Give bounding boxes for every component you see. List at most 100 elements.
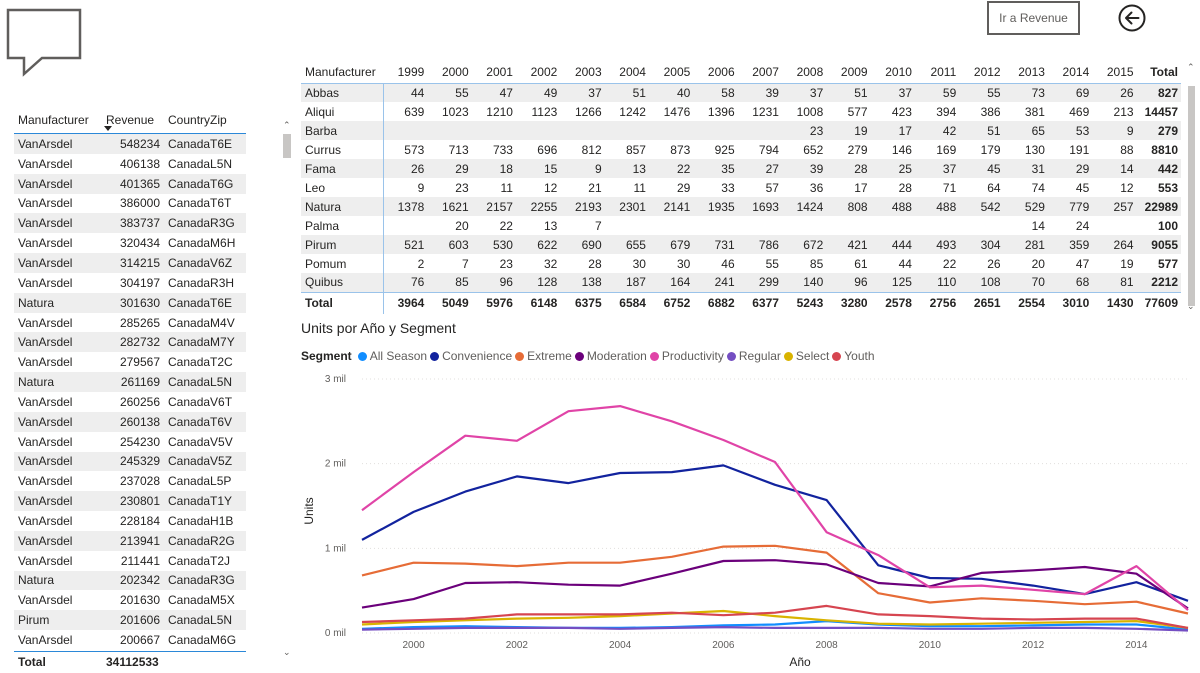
matrix-header-year[interactable]: 2003 bbox=[560, 61, 605, 84]
matrix-cell: 191 bbox=[1069, 142, 1090, 157]
table-row[interactable]: VanArsdel 320434 CanadaM6H bbox=[14, 233, 246, 253]
matrix-cell: 55 bbox=[959, 83, 1004, 102]
table-row[interactable]: VanArsdel 213941 CanadaR2G bbox=[14, 530, 246, 551]
matrix-header-total[interactable]: Total bbox=[1136, 61, 1181, 84]
table-row[interactable]: VanArsdel 304197 CanadaR3H bbox=[14, 273, 246, 293]
scroll-up-icon[interactable]: ⌃ bbox=[283, 120, 291, 130]
matrix-row[interactable]: Abbas 44 55 47 49 37 51 40 58 39 37 51 37 59 55 73 69 26 8… bbox=[301, 83, 1181, 102]
table-row[interactable]: Pirum 201606 CanadaL5N bbox=[14, 610, 246, 631]
matrix-header-year[interactable]: 2004 bbox=[604, 61, 649, 84]
matrix-header-year[interactable]: 2014 bbox=[1047, 61, 1093, 84]
table-row[interactable]: VanArsdel 282732 CanadaM7Y bbox=[14, 332, 246, 353]
column-header-manufacturer[interactable]: Manufacturer bbox=[18, 113, 89, 127]
matrix-header-year[interactable]: 2005 bbox=[648, 61, 694, 84]
matrix-row[interactable]: Aliqui 639 1023 1210 1123 1266 1242 1476 1396 123… bbox=[301, 102, 1181, 121]
table-row[interactable]: VanArsdel 406138 CanadaL5N bbox=[14, 154, 246, 174]
matrix-cell: 45 bbox=[1075, 180, 1090, 195]
legend-item[interactable]: Select bbox=[783, 349, 829, 363]
matrix-cell: 1242 bbox=[619, 104, 646, 119]
cell-countryzip: CanadaL5P bbox=[168, 474, 232, 489]
matrix-row[interactable]: Barba 23 19 17 42 51 65 53 9 279 bbox=[301, 121, 1181, 140]
matrix-cell: 23 bbox=[499, 256, 513, 271]
matrix-row[interactable]: Natura 1378 1621 2157 2255 2193 2301 2141 1935 16… bbox=[301, 197, 1181, 216]
matrix-total-cell: 6375 bbox=[560, 291, 605, 314]
matrix-header-year[interactable]: 2002 bbox=[515, 61, 561, 84]
series-line-select[interactable] bbox=[361, 609, 1189, 629]
scroll-down-icon[interactable]: ⌄ bbox=[1187, 301, 1195, 311]
matrix-row[interactable]: Quibus 76 85 96 128 138 187 164 241 299 140 96 125 11… bbox=[301, 273, 1181, 292]
series-line-regular[interactable] bbox=[361, 626, 1189, 632]
matrix-header-year[interactable]: 1999 bbox=[383, 61, 428, 84]
scroll-down-icon[interactable]: ⌄ bbox=[283, 647, 291, 657]
table-row[interactable]: Natura 202342 CanadaR3G bbox=[14, 570, 246, 591]
table-row[interactable]: VanArsdel 401365 CanadaT6G bbox=[14, 173, 246, 194]
matrix-header-year[interactable]: 2009 bbox=[826, 61, 871, 84]
scrollbar-thumb[interactable] bbox=[1188, 86, 1195, 306]
table-row[interactable]: VanArsdel 237028 CanadaL5P bbox=[14, 471, 246, 491]
table-row[interactable]: Natura 301630 CanadaT6E bbox=[14, 292, 246, 313]
matrix-cell: 21 bbox=[588, 180, 602, 195]
table-row[interactable]: VanArsdel 548234 CanadaT6E bbox=[14, 134, 246, 154]
matrix-row[interactable]: Pirum 521 603 530 622 690 655 679 731 786 672 421 44… bbox=[301, 235, 1181, 254]
series-line-productivity[interactable] bbox=[361, 404, 1189, 611]
legend-item[interactable]: Productivity bbox=[649, 349, 724, 363]
matrix-header-manufacturer[interactable]: Manufacturer bbox=[301, 61, 383, 84]
series-line-youth[interactable] bbox=[361, 604, 1189, 629]
matrix-cell: 37 bbox=[870, 83, 915, 102]
legend-item[interactable]: Convenience bbox=[430, 349, 512, 363]
table-row[interactable]: VanArsdel 228184 CanadaH1B bbox=[14, 511, 246, 531]
matrix-header-year[interactable]: 2012 bbox=[959, 61, 1004, 84]
table-row[interactable]: Natura 261169 CanadaL5N bbox=[14, 372, 246, 392]
legend-item[interactable]: Regular bbox=[726, 349, 781, 363]
matrix-cell: 28 bbox=[898, 180, 912, 195]
matrix-row[interactable]: Leo 9 23 11 12 21 11 29 33 57 36 17 28 71 64 74 45 12 553 bbox=[301, 178, 1181, 197]
matrix-row[interactable]: Palma 20 22 13 7 14 24 100 bbox=[301, 216, 1181, 235]
legend-item[interactable]: Moderation bbox=[574, 349, 647, 363]
cell-revenue: 228184 bbox=[119, 513, 160, 528]
matrix-row[interactable]: Pomum 2 7 23 32 28 30 30 46 55 85 61 44 22 26 20 47 19 577 bbox=[301, 254, 1181, 273]
matrix-scrollbar[interactable]: ⌃ ⌄ bbox=[1186, 62, 1196, 311]
matrix-header-year[interactable]: 2008 bbox=[781, 61, 827, 84]
column-header-revenue[interactable]: Revenue bbox=[106, 113, 155, 127]
table-row[interactable]: VanArsdel 260138 CanadaT6V bbox=[14, 411, 246, 432]
table-row[interactable]: VanArsdel 314215 CanadaV6Z bbox=[14, 253, 246, 273]
table-row[interactable]: VanArsdel 211441 CanadaT2J bbox=[14, 551, 246, 571]
units-line-chart[interactable]: 0 mil 1 mil 2 mil 3 mil 2000 2002 2004 2006 2008… bbox=[296, 368, 1200, 670]
table-row[interactable]: VanArsdel 279567 CanadaT2C bbox=[14, 352, 246, 372]
series-line-convenience[interactable] bbox=[361, 464, 1189, 602]
scroll-up-icon[interactable]: ⌃ bbox=[1187, 62, 1195, 72]
series-line-extreme[interactable] bbox=[361, 544, 1189, 615]
matrix-cell: 20 bbox=[455, 218, 469, 233]
table-row[interactable]: VanArsdel 386000 CanadaT6T bbox=[14, 194, 246, 214]
table-row[interactable]: VanArsdel 260256 CanadaV6T bbox=[14, 392, 246, 412]
table-row[interactable]: VanArsdel 201630 CanadaM5X bbox=[14, 590, 246, 610]
series-line-moderation[interactable] bbox=[361, 559, 1189, 610]
matrix-header-year[interactable]: 2011 bbox=[914, 61, 960, 84]
table-row[interactable]: VanArsdel 230801 CanadaT1Y bbox=[14, 491, 246, 512]
matrix-row[interactable]: Currus 573 713 733 696 812 857 873 925 794 652 279 1… bbox=[301, 140, 1181, 159]
go-to-revenue-button[interactable]: Ir a Revenue bbox=[987, 1, 1080, 35]
matrix-header-year[interactable]: 2007 bbox=[737, 61, 782, 84]
table-row[interactable]: VanArsdel 383737 CanadaR3G bbox=[14, 213, 246, 234]
matrix-header-year[interactable]: 2010 bbox=[870, 61, 915, 84]
x-tick-label: 2002 bbox=[506, 640, 529, 651]
column-header-countryzip[interactable]: CountryZip bbox=[168, 113, 227, 127]
series-line-all-season[interactable] bbox=[361, 620, 1189, 631]
matrix-header-year[interactable]: 2006 bbox=[693, 61, 738, 84]
matrix-header-year[interactable]: 2013 bbox=[1003, 61, 1048, 84]
table-row[interactable]: VanArsdel 200667 CanadaM6G bbox=[14, 630, 246, 650]
legend-item[interactable]: All Season bbox=[357, 349, 427, 363]
back-arrow-circle-icon[interactable] bbox=[1117, 3, 1147, 33]
matrix-header-year[interactable]: 2001 bbox=[471, 61, 516, 84]
matrix-header-year[interactable]: 2015 bbox=[1092, 61, 1137, 84]
table-row[interactable]: VanArsdel 285265 CanadaM4V bbox=[14, 313, 246, 333]
matrix-header-year[interactable]: 2000 bbox=[427, 61, 472, 84]
table-row[interactable]: VanArsdel 245329 CanadaV5Z bbox=[14, 451, 246, 472]
legend-item[interactable]: Extreme bbox=[515, 349, 572, 363]
legend-item[interactable]: Youth bbox=[832, 349, 875, 363]
scrollbar-thumb[interactable] bbox=[283, 134, 291, 158]
matrix-row[interactable]: Fama 26 29 18 15 9 13 22 35 27 39 28 25 37 45 31 29 14 442 bbox=[301, 159, 1181, 178]
left-table-scrollbar[interactable]: ⌃ ⌄ bbox=[282, 120, 292, 657]
matrix-cell: 26 bbox=[383, 159, 428, 178]
table-row[interactable]: VanArsdel 254230 CanadaV5V bbox=[14, 432, 246, 452]
